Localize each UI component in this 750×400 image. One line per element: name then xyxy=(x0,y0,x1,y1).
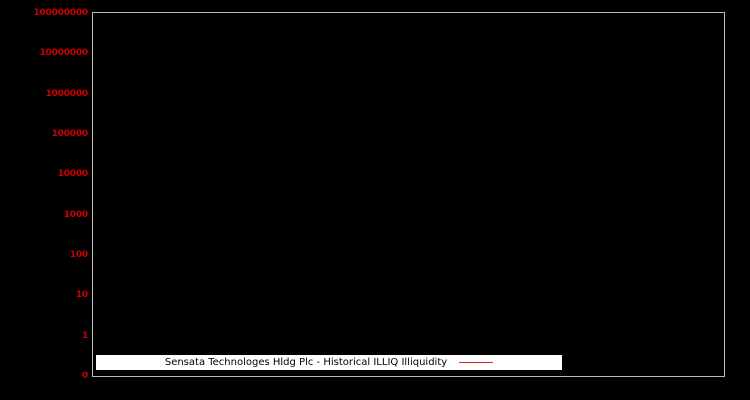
y-tick-label-0: 100000000 xyxy=(33,8,88,18)
y-tick-label-5: 1000 xyxy=(63,209,88,220)
plot-area xyxy=(92,12,725,377)
y-tick-label-3: 100000 xyxy=(51,129,89,139)
y-tick-label-2: 1000000 xyxy=(45,88,89,99)
legend-line-swatch xyxy=(459,362,494,363)
y-tick-label-4: 10000 xyxy=(57,169,89,180)
y-tick-label-1: 10000000 xyxy=(39,48,89,59)
chart-legend: Sensata Technologes Hldg Plc - Historica… xyxy=(96,355,562,370)
y-tick-label-7: 10 xyxy=(75,290,88,301)
y-tick-label-8: 1 xyxy=(81,330,88,341)
y-axis-tick-labels: 100000000 10000000 1000000 100000 10000 1000 1… xyxy=(0,0,88,400)
series-line-illiq xyxy=(93,13,724,376)
legend-label: Sensata Technologes Hldg Plc - Historica… xyxy=(164,357,448,368)
y-tick-label-6: 100 xyxy=(69,250,88,260)
y-tick-label-9: 0 xyxy=(81,371,88,381)
